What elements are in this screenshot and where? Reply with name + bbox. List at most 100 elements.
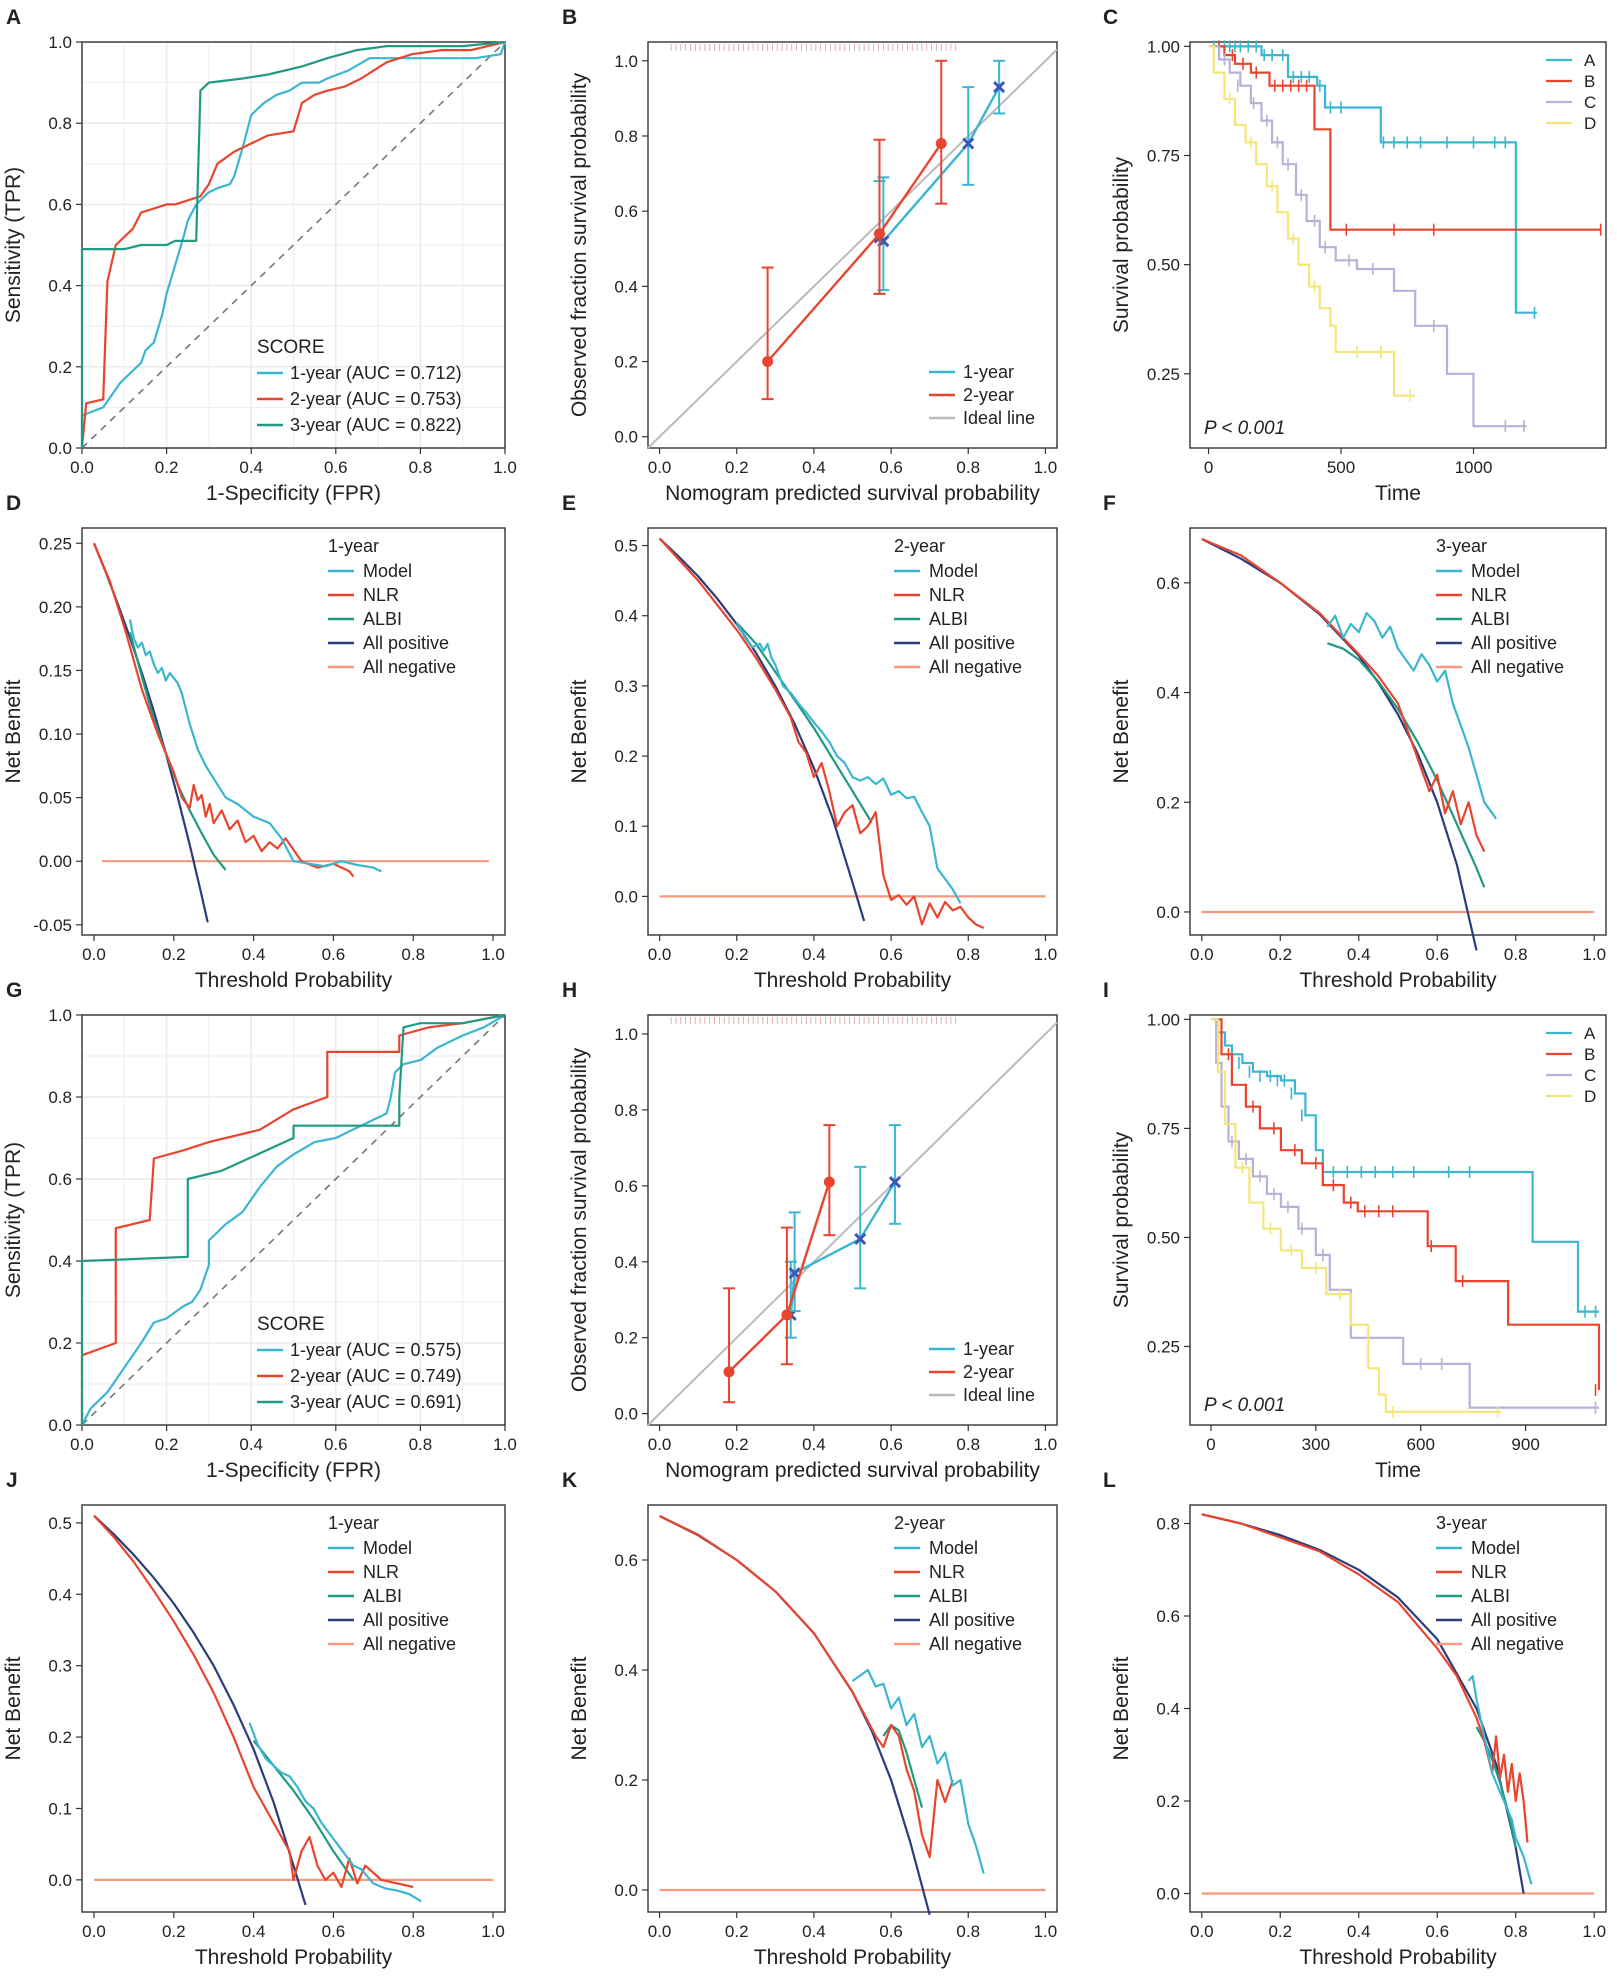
series-1-year [873, 59, 1006, 295]
legend-title: SCORE [257, 1314, 325, 1335]
legend-label: NLR [1471, 1562, 1507, 1582]
data-point [935, 138, 947, 149]
panel-k: K 0.0 0.2 0.4 0.6 0.8 1.0 0.0 0.2 0.4 0.6 Threshold… [562, 1469, 1058, 1969]
x-axis-title: Threshold Probability [195, 1946, 393, 1969]
y-axis-title: Observed fraction survival probability [568, 72, 591, 417]
legend-label: ALBI [363, 609, 402, 629]
series-2-year [723, 1124, 836, 1404]
ideal-line [647, 1021, 1058, 1426]
legend-label: All positive [363, 633, 449, 653]
plot-frame [81, 1504, 506, 1913]
x-tick-label: 0.8 [401, 945, 425, 964]
y-axis-title: Survival probability [1110, 156, 1133, 333]
x-tick-label: 0.0 [1190, 945, 1214, 964]
y-tick-label: 0.0 [614, 887, 638, 906]
panel-e: E 0.0 0.2 0.4 0.6 0.8 1.0 0.0 0.1 0.2 0.3 0.4 0.5 Thr… [562, 492, 1058, 992]
y-tick-label: 1.0 [48, 33, 72, 52]
x-tick-label: 0.8 [956, 1435, 980, 1454]
legend-label: All negative [1471, 1634, 1564, 1654]
series-line-nlr [93, 1514, 414, 1889]
x-tick-label: 1.0 [1034, 458, 1058, 477]
panel-letter: K [562, 1469, 577, 1492]
data-point [723, 1366, 735, 1378]
x-tick-label: 0.0 [648, 1435, 672, 1454]
y-axis-title: Net Benefit [1110, 1656, 1133, 1760]
series-line-all [658, 537, 866, 922]
y-tick-label: 0.1 [614, 817, 638, 836]
x-tick-label: 0.4 [1347, 1922, 1371, 1941]
series-line-2-year [80, 1013, 506, 1425]
y-tick-label: 0.20 [39, 598, 72, 617]
y-tick-label: 0.05 [39, 789, 72, 808]
legend-label: All positive [363, 1610, 449, 1630]
legend-label: Model [929, 561, 978, 581]
legend-label: 3-year (AUC = 0.822) [290, 415, 462, 435]
p-value-annotation: P < 0.001 [1204, 418, 1285, 439]
x-axis-title: 1-Specificity (FPR) [206, 1459, 381, 1482]
y-tick-label: 0.8 [1156, 1515, 1180, 1534]
legend-label: All positive [1471, 633, 1557, 653]
series-c [1211, 1018, 1599, 1414]
x-tick-label: 0.2 [155, 458, 179, 477]
data-point [962, 137, 975, 150]
panel-letter: F [1103, 492, 1116, 515]
legend: SCORE 1-year (AUC = 0.712) 2-year (AUC = 0… [257, 337, 462, 435]
panel-f: F 0.0 0.2 0.4 0.6 0.8 1.0 0.0 0.2 0.4 0.6 Threshold… [1103, 492, 1607, 992]
y-tick-label: 0.6 [614, 202, 638, 221]
panel-letter: B [562, 6, 577, 29]
series-b [1208, 40, 1602, 236]
x-tick-label: 0.6 [879, 945, 903, 964]
panel-l: L 0.0 0.2 0.4 0.6 0.8 1.0 0.0 0.2 0.4 0.6 0.8 Thresh… [1103, 1469, 1607, 1969]
legend-label: ALBI [929, 609, 968, 629]
x-tick-label: 0.8 [956, 1922, 980, 1941]
series-line-3-year [80, 1013, 506, 1425]
panel-letter: L [1103, 1469, 1116, 1492]
y-axis-title: Observed fraction survival probability [568, 1047, 591, 1392]
legend-label: All negative [929, 657, 1022, 677]
y-tick-label: 0.2 [48, 1334, 72, 1353]
y-tick-label: 0.4 [48, 1252, 72, 1271]
x-axis-title: Time [1375, 482, 1421, 505]
series-line-albi [1327, 642, 1486, 888]
legend: 1-year 2-year Ideal line [929, 1339, 1035, 1405]
legend-label: NLR [929, 1562, 965, 1582]
x-tick-label: 900 [1511, 1435, 1539, 1454]
y-tick-label: 0.0 [48, 1416, 72, 1435]
x-tick-label: 0.4 [242, 1922, 266, 1941]
x-axis-title: Threshold Probability [754, 1946, 952, 1969]
panel-j: J 0.0 0.2 0.4 0.6 0.8 1.0 0.0 0.1 0.2 0.3 0.4 0.5 Thr… [2, 1469, 506, 1969]
y-tick-label: 0.4 [1156, 684, 1180, 703]
y-tick-label: 0.2 [1156, 1792, 1180, 1811]
x-tick-label: 0.4 [1347, 945, 1371, 964]
x-tick-label: 0.6 [324, 458, 348, 477]
panel-letter: E [562, 492, 576, 515]
ideal-line [647, 48, 1058, 449]
legend-label: NLR [363, 1562, 399, 1582]
legend-title: 1-year [328, 536, 379, 556]
x-tick-label: 1.0 [493, 458, 517, 477]
survival-curve [1208, 45, 1416, 397]
legend-label: C [1584, 1066, 1596, 1085]
legend-label: Ideal line [963, 1385, 1035, 1405]
x-tick-label: 0.4 [802, 1922, 826, 1941]
panel-h: H 0.0 0.2 0.4 0.6 0.8 1.0 0.0 0.2 0.4 0.6 0.8 1.0 Nom… [562, 979, 1058, 1482]
data-point [823, 1176, 835, 1188]
y-tick-label: 0.75 [1147, 147, 1180, 166]
legend-label: All positive [929, 1610, 1015, 1630]
plot-frame [1189, 41, 1607, 449]
x-tick-label: 0.2 [1268, 1922, 1292, 1941]
y-tick-label: 0.2 [1156, 793, 1180, 812]
y-tick-label: 0.3 [614, 677, 638, 696]
y-tick-label: 0.50 [1147, 256, 1180, 275]
y-tick-label: 0.2 [48, 358, 72, 377]
x-tick-label: 0.4 [802, 458, 826, 477]
y-tick-label: 0.2 [48, 1728, 72, 1747]
series-line-all [92, 542, 209, 923]
legend-label: ALBI [363, 1586, 402, 1606]
legend-label: ALBI [1471, 1586, 1510, 1606]
x-axis-title: 1-Specificity (FPR) [206, 482, 381, 505]
y-tick-label: 0.3 [48, 1657, 72, 1676]
legend-title: 2-year [894, 1513, 945, 1533]
y-axis-title: Net Benefit [2, 1656, 25, 1760]
